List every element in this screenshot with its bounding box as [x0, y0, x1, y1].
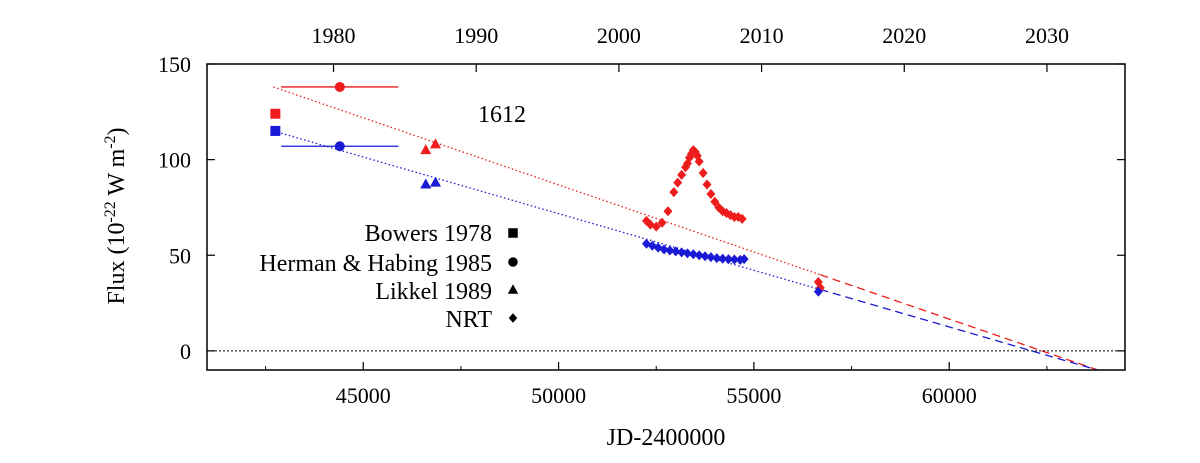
legend-marker-square — [508, 228, 518, 238]
point-diamond-blue-17 — [739, 254, 749, 265]
point-circle-blue-0 — [334, 141, 345, 152]
point-diamond-blue-11 — [706, 252, 716, 263]
legend-entry-nrt: NRT — [445, 307, 492, 333]
point-triangle-red-1 — [430, 138, 442, 149]
point-diamond-blue-5 — [671, 246, 681, 257]
point-diamond-red-26 — [737, 213, 747, 224]
point-diamond-blue-4 — [665, 245, 675, 256]
point-diamond-red-6 — [673, 177, 683, 188]
point-triangle-blue-0 — [420, 178, 432, 189]
legend-marker-circle — [508, 257, 518, 267]
annotation-1612: 1612 — [478, 102, 526, 128]
legend-marker-triangle — [507, 284, 519, 294]
y-tick-label-100: 100 — [158, 148, 191, 173]
point-diamond-blue-15 — [729, 254, 739, 265]
point-diamond-blue-18 — [813, 286, 823, 297]
point-diamond-red-17 — [702, 179, 712, 190]
point-diamond-red-19 — [710, 196, 720, 207]
point-diamond-blue-7 — [682, 248, 692, 259]
y-tick-label-50: 50 — [169, 243, 191, 268]
point-circle-red-0 — [334, 81, 345, 92]
y-tick-label-0: 0 — [180, 339, 191, 364]
point-diamond-blue-6 — [677, 247, 687, 258]
x-axis-title: JD-2400000 — [607, 425, 726, 451]
y-axis-title-exp2: -2 — [102, 135, 119, 148]
fit-lines — [273, 86, 1098, 371]
point-diamond-red-3 — [657, 217, 667, 228]
y-axis-title: Flux (10-22 W m-2) — [102, 127, 130, 304]
top-tick-label-2030: 2030 — [1025, 23, 1069, 48]
legend-entry-bowers-1978: Bowers 1978 — [365, 221, 492, 247]
point-triangle-blue-1 — [430, 176, 442, 187]
fit-extrapolation-red — [820, 274, 1098, 371]
y-axis-title-exp: -22 — [102, 201, 119, 222]
legend-markers — [507, 228, 519, 323]
point-triangle-red-0 — [420, 144, 432, 155]
data-points — [270, 81, 825, 297]
axes: 45000 50000 55000 60000 0 50 100 150 1980 1990 200… — [158, 23, 1125, 408]
point-diamond-red-4 — [663, 206, 673, 217]
point-square-blue-0 — [270, 125, 281, 136]
y-axis-title-main: Flux (10 — [104, 223, 130, 305]
x-tick-label-60000: 60000 — [922, 383, 977, 408]
legend-entry-herman-habing-1985: Herman & Habing 1985 — [259, 251, 492, 277]
x-tick-label-50000: 50000 — [531, 383, 586, 408]
point-diamond-blue-3 — [659, 244, 669, 255]
legend: Bowers 1978 Herman & Habing 1985 Likkel … — [259, 221, 519, 333]
point-diamond-red-16 — [698, 168, 708, 179]
x-tick-label-45000: 45000 — [336, 383, 391, 408]
plot-frame — [206, 63, 1126, 371]
legend-marker-diamond — [508, 313, 518, 323]
top-tick-label-2020: 2020 — [882, 23, 926, 48]
point-diamond-red-7 — [677, 169, 687, 180]
y-axis-title-mid: W m — [104, 148, 130, 201]
point-diamond-blue-10 — [700, 251, 710, 262]
point-diamond-red-18 — [706, 189, 716, 200]
point-diamond-blue-13 — [718, 253, 728, 264]
y-axis-title-end: ) — [104, 127, 130, 135]
top-tick-label-1980: 1980 — [312, 23, 356, 48]
point-diamond-blue-9 — [694, 250, 704, 261]
point-diamond-blue-14 — [724, 254, 734, 265]
legend-entry-likkel-1989: Likkel 1989 — [375, 279, 492, 305]
point-diamond-blue-8 — [688, 249, 698, 260]
fit-line-blue — [273, 130, 821, 291]
point-square-red-0 — [270, 108, 281, 119]
top-tick-label-2010: 2010 — [740, 23, 784, 48]
point-diamond-red-2 — [651, 221, 661, 232]
point-diamond-red-5 — [669, 187, 679, 198]
fit-extrapolation-blue — [820, 288, 1098, 371]
point-diamond-red-15 — [694, 156, 704, 167]
point-diamond-blue-12 — [712, 253, 722, 264]
top-tick-label-1990: 1990 — [454, 23, 498, 48]
fit-line-red — [273, 86, 821, 276]
top-tick-label-2000: 2000 — [597, 23, 641, 48]
x-tick-label-55000: 55000 — [726, 383, 781, 408]
y-tick-label-150: 150 — [158, 52, 191, 77]
